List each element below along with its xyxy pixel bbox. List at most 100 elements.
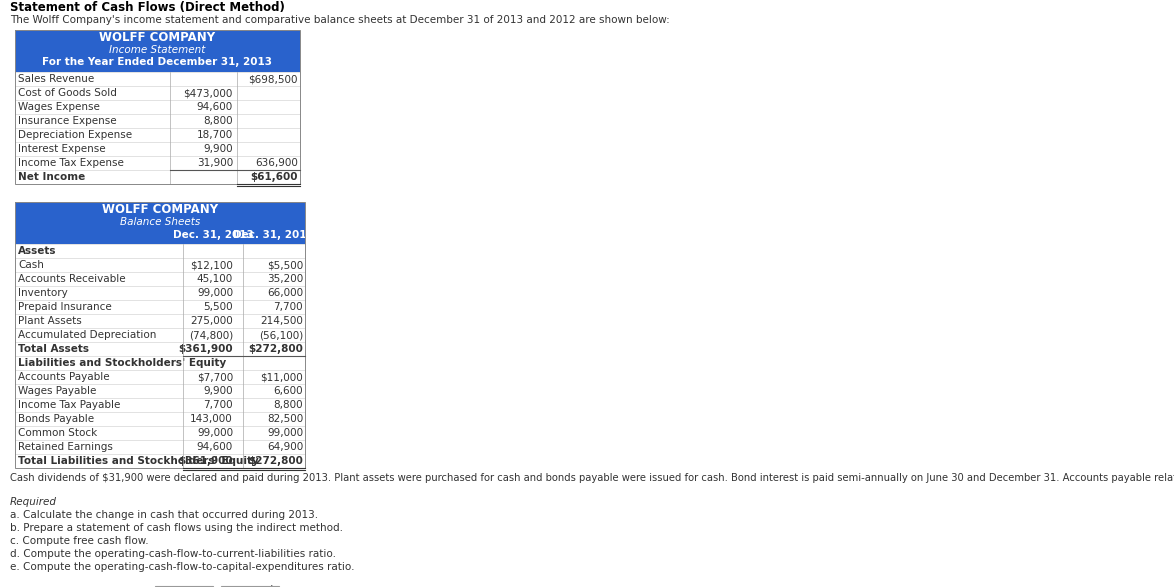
Text: Total Assets: Total Assets bbox=[18, 344, 89, 354]
Bar bbox=[15, 342, 305, 356]
Bar bbox=[15, 454, 305, 468]
Text: 6,600: 6,600 bbox=[274, 386, 303, 396]
Text: Cost of Goods Sold: Cost of Goods Sold bbox=[18, 88, 117, 98]
Text: Cash: Cash bbox=[18, 260, 43, 270]
Text: Depreciation Expense: Depreciation Expense bbox=[18, 130, 133, 140]
Text: Liabilities and Stockholders' Equity: Liabilities and Stockholders' Equity bbox=[18, 358, 227, 368]
Text: (74,800): (74,800) bbox=[189, 330, 232, 340]
Text: 7,700: 7,700 bbox=[203, 400, 232, 410]
Text: Income Statement: Income Statement bbox=[109, 45, 205, 55]
Text: The Wolff Company's income statement and comparative balance sheets at December : The Wolff Company's income statement and… bbox=[11, 15, 669, 25]
Bar bbox=[15, 398, 305, 412]
Text: $61,600: $61,600 bbox=[250, 172, 298, 182]
Text: 99,000: 99,000 bbox=[266, 428, 303, 438]
Text: Assets: Assets bbox=[18, 246, 56, 256]
Bar bbox=[15, 412, 305, 426]
Text: 9,900: 9,900 bbox=[203, 144, 232, 154]
Text: d. Compute the operating-cash-flow-to-current-liabilities ratio.: d. Compute the operating-cash-flow-to-cu… bbox=[11, 549, 336, 559]
Text: $7,700: $7,700 bbox=[197, 372, 232, 382]
Text: 18,700: 18,700 bbox=[197, 130, 232, 140]
Text: $272,800: $272,800 bbox=[248, 456, 303, 466]
Text: Income Tax Payable: Income Tax Payable bbox=[18, 400, 121, 410]
Text: 275,000: 275,000 bbox=[190, 316, 232, 326]
Bar bbox=[15, 244, 305, 258]
Bar bbox=[15, 300, 305, 314]
Text: 8,800: 8,800 bbox=[203, 116, 232, 126]
Text: Dec. 31, 2013: Dec. 31, 2013 bbox=[173, 230, 254, 240]
Text: 7,700: 7,700 bbox=[274, 302, 303, 312]
Text: Required: Required bbox=[11, 497, 58, 507]
Text: Wages Expense: Wages Expense bbox=[18, 102, 100, 112]
Text: $5,500: $5,500 bbox=[266, 260, 303, 270]
Text: Net Income: Net Income bbox=[18, 172, 86, 182]
Text: Inventory: Inventory bbox=[18, 288, 68, 298]
Bar bbox=[15, 142, 301, 156]
Text: $473,000: $473,000 bbox=[183, 88, 232, 98]
Bar bbox=[15, 258, 305, 272]
Text: 8,800: 8,800 bbox=[274, 400, 303, 410]
Bar bbox=[155, 586, 212, 587]
Text: WOLFF COMPANY: WOLFF COMPANY bbox=[100, 31, 216, 44]
Text: Retained Earnings: Retained Earnings bbox=[18, 442, 113, 452]
Text: WOLFF COMPANY: WOLFF COMPANY bbox=[102, 203, 218, 216]
Text: For the Year Ended December 31, 2013: For the Year Ended December 31, 2013 bbox=[42, 57, 272, 67]
Bar bbox=[15, 202, 305, 468]
Text: 9,900: 9,900 bbox=[203, 386, 232, 396]
Text: Balance Sheets: Balance Sheets bbox=[120, 217, 200, 227]
Text: 5,500: 5,500 bbox=[203, 302, 232, 312]
Text: Income Tax Expense: Income Tax Expense bbox=[18, 158, 124, 168]
Text: Cash dividends of $31,900 were declared and paid during 2013. Plant assets were : Cash dividends of $31,900 were declared … bbox=[11, 473, 1174, 483]
Text: 636,900: 636,900 bbox=[255, 158, 298, 168]
Bar bbox=[15, 30, 301, 72]
Text: $11,000: $11,000 bbox=[261, 372, 303, 382]
Bar bbox=[15, 272, 305, 286]
Bar bbox=[15, 384, 305, 398]
Text: ÷: ÷ bbox=[268, 582, 277, 587]
Bar bbox=[15, 286, 305, 300]
Bar bbox=[15, 30, 301, 184]
Text: 45,100: 45,100 bbox=[197, 274, 232, 284]
Bar bbox=[15, 314, 305, 328]
Text: $361,900: $361,900 bbox=[178, 456, 232, 466]
Text: 143,000: 143,000 bbox=[190, 414, 232, 424]
Bar bbox=[15, 128, 301, 142]
Bar bbox=[15, 100, 301, 114]
Text: a. Calculate the change in cash that occurred during 2013.: a. Calculate the change in cash that occ… bbox=[11, 510, 318, 520]
Text: 99,000: 99,000 bbox=[197, 428, 232, 438]
Text: Accounts Receivable: Accounts Receivable bbox=[18, 274, 126, 284]
Text: b. Prepare a statement of cash flows using the indirect method.: b. Prepare a statement of cash flows usi… bbox=[11, 523, 343, 533]
Text: Wages Payable: Wages Payable bbox=[18, 386, 96, 396]
Text: 214,500: 214,500 bbox=[261, 316, 303, 326]
Bar bbox=[15, 72, 301, 86]
Text: Prepaid Insurance: Prepaid Insurance bbox=[18, 302, 112, 312]
Text: Sales Revenue: Sales Revenue bbox=[18, 74, 94, 84]
Text: $12,100: $12,100 bbox=[190, 260, 232, 270]
Text: Total Liabilities and Stockholders' Equity: Total Liabilities and Stockholders' Equi… bbox=[18, 456, 258, 466]
Text: 31,900: 31,900 bbox=[197, 158, 232, 168]
Bar bbox=[221, 586, 279, 587]
Text: Common Stock: Common Stock bbox=[18, 428, 97, 438]
Bar bbox=[15, 426, 305, 440]
Text: e. Compute the operating-cash-flow-to-capital-expenditures ratio.: e. Compute the operating-cash-flow-to-ca… bbox=[11, 562, 355, 572]
Bar bbox=[15, 328, 305, 342]
Text: 64,900: 64,900 bbox=[266, 442, 303, 452]
Text: Interest Expense: Interest Expense bbox=[18, 144, 106, 154]
Bar bbox=[15, 440, 305, 454]
Bar bbox=[15, 156, 301, 170]
Text: c. Compute free cash flow.: c. Compute free cash flow. bbox=[11, 536, 149, 546]
Text: 94,600: 94,600 bbox=[197, 442, 232, 452]
Bar bbox=[15, 202, 305, 244]
Text: $698,500: $698,500 bbox=[249, 74, 298, 84]
Bar bbox=[15, 170, 301, 184]
Text: (56,100): (56,100) bbox=[258, 330, 303, 340]
Bar bbox=[15, 356, 305, 370]
Text: Dec. 31, 2012: Dec. 31, 2012 bbox=[232, 230, 313, 240]
Text: 82,500: 82,500 bbox=[266, 414, 303, 424]
Text: 94,600: 94,600 bbox=[197, 102, 232, 112]
Bar bbox=[15, 370, 305, 384]
Text: 35,200: 35,200 bbox=[266, 274, 303, 284]
Text: 66,000: 66,000 bbox=[266, 288, 303, 298]
Text: Accounts Payable: Accounts Payable bbox=[18, 372, 109, 382]
Text: Plant Assets: Plant Assets bbox=[18, 316, 82, 326]
Text: Insurance Expense: Insurance Expense bbox=[18, 116, 116, 126]
